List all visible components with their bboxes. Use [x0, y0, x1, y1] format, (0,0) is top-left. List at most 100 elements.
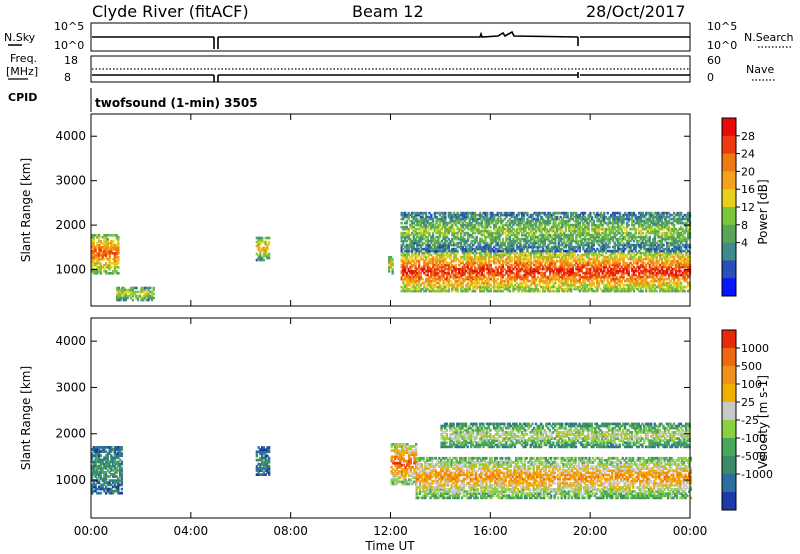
- power-cell: [519, 251, 522, 255]
- power-cell: [528, 253, 531, 257]
- power-cell: [559, 253, 562, 257]
- power-cell: [631, 219, 634, 223]
- power-cell: [524, 239, 527, 243]
- power-cell: [636, 281, 639, 285]
- power-cell: [424, 223, 428, 227]
- power-cell: [461, 211, 464, 215]
- power-cell: [486, 283, 489, 287]
- power-cell: [653, 273, 657, 277]
- power-cell: [543, 289, 546, 293]
- power-cell: [573, 287, 576, 291]
- power-cell: [412, 289, 415, 293]
- power-cell: [659, 251, 662, 255]
- power-cell: [473, 213, 477, 217]
- power-cell: [547, 257, 550, 261]
- power-cell: [636, 239, 639, 243]
- power-cell: [498, 259, 501, 263]
- power-cell: [622, 257, 625, 261]
- power-cell: [582, 285, 585, 289]
- power-cell: [521, 257, 524, 261]
- power-cell: [522, 263, 526, 267]
- power-cell: [550, 253, 553, 257]
- power-cell: [431, 273, 435, 277]
- power-cell: [468, 285, 471, 289]
- power-cell: [112, 272, 115, 275]
- power-cell: [257, 256, 260, 260]
- power-cell: [542, 241, 545, 245]
- power-cell: [570, 271, 573, 275]
- power-cell: [535, 267, 538, 271]
- power-cell: [557, 217, 560, 221]
- power-cell: [660, 249, 664, 253]
- power-cell: [542, 247, 545, 251]
- power-cell: [412, 239, 415, 243]
- power-cell: [578, 267, 581, 271]
- power-cell: [480, 229, 484, 233]
- power-cell: [454, 219, 457, 223]
- power-cell: [101, 250, 104, 253]
- power-cell: [594, 215, 597, 219]
- power-cell: [624, 287, 627, 291]
- power-cell: [416, 255, 419, 259]
- power-cell: [597, 235, 601, 239]
- power-cell: [580, 259, 583, 263]
- power-cell: [435, 277, 438, 281]
- power-cell: [547, 289, 550, 293]
- power-cell: [669, 255, 672, 259]
- power-cell: [535, 225, 538, 229]
- power-cell: [423, 231, 426, 235]
- power-cell: [564, 245, 567, 249]
- power-cell: [610, 269, 613, 273]
- power-cell: [578, 255, 581, 259]
- power-cell: [529, 261, 533, 265]
- power-cell: [576, 263, 580, 267]
- power-cell: [489, 239, 492, 243]
- power-cell: [597, 285, 601, 289]
- power-cell: [480, 233, 484, 237]
- power-cell: [486, 225, 489, 229]
- power-cell: [419, 257, 422, 261]
- power-cell: [433, 271, 436, 275]
- power-cell: [575, 221, 578, 225]
- power-cell: [500, 285, 503, 289]
- power-cell: [442, 261, 445, 265]
- power-cell: [508, 263, 512, 267]
- power-cell: [106, 264, 109, 267]
- power-cell: [583, 261, 587, 265]
- power-cell: [615, 243, 618, 247]
- power-cell: [617, 245, 620, 249]
- power-cell: [639, 245, 643, 249]
- power-cell: [404, 227, 407, 231]
- power-cell: [498, 215, 501, 219]
- power-cell: [412, 225, 415, 229]
- power-cell: [552, 237, 555, 241]
- power-cell: [480, 223, 484, 227]
- power-cell: [578, 279, 581, 283]
- power-cell: [566, 269, 569, 273]
- power-cell: [503, 227, 506, 231]
- power-cell: [646, 269, 650, 273]
- power-cell: [473, 253, 477, 257]
- power-cell: [500, 217, 503, 221]
- power-cell: [91, 242, 94, 245]
- power-cell: [650, 211, 653, 215]
- power-cell: [648, 215, 651, 219]
- power-cell: [570, 245, 573, 249]
- power-cell: [117, 246, 120, 249]
- power-cell: [646, 221, 650, 225]
- power-cell: [578, 257, 581, 261]
- power-cell: [400, 247, 403, 251]
- power-cell: [624, 227, 627, 231]
- power-cell: [402, 211, 405, 215]
- power-cell: [674, 259, 678, 263]
- power-cell: [631, 233, 634, 237]
- power-cell: [575, 239, 578, 243]
- power-cell: [550, 275, 553, 279]
- power-cell: [639, 269, 643, 273]
- power-cell: [444, 245, 447, 249]
- power-cell: [611, 223, 615, 227]
- power-cell: [557, 245, 560, 249]
- power-cell: [475, 281, 478, 285]
- power-cell: [416, 279, 419, 283]
